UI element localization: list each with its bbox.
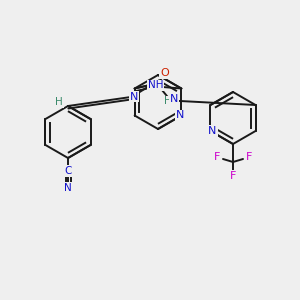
Text: N: N bbox=[64, 183, 72, 193]
Text: N: N bbox=[208, 126, 217, 136]
Text: C: C bbox=[64, 166, 72, 176]
Text: N: N bbox=[130, 92, 139, 101]
Text: F: F bbox=[214, 152, 220, 162]
Text: N: N bbox=[169, 94, 178, 104]
Text: H: H bbox=[55, 97, 63, 107]
Text: F: F bbox=[230, 171, 236, 181]
Text: O: O bbox=[160, 68, 169, 79]
Text: N: N bbox=[176, 110, 184, 121]
Text: F: F bbox=[246, 152, 252, 162]
Text: NH: NH bbox=[148, 80, 163, 91]
Text: H: H bbox=[164, 97, 172, 106]
